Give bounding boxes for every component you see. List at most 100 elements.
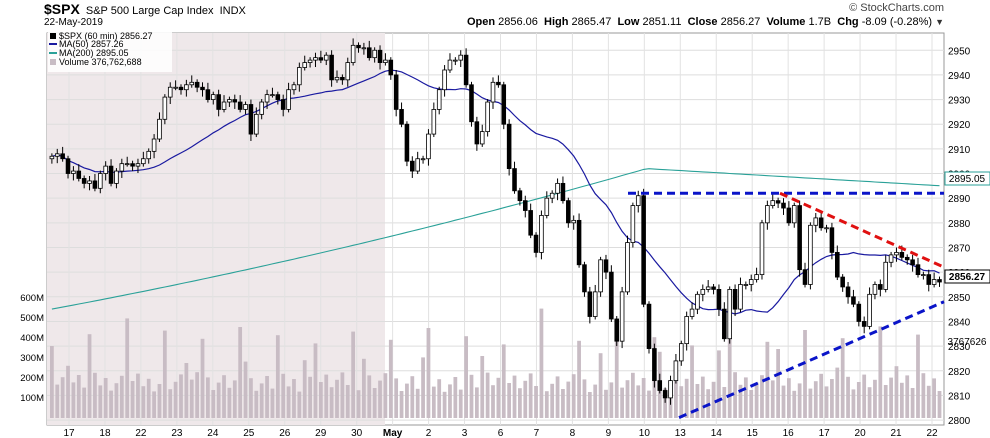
volume-bar bbox=[937, 391, 942, 418]
price-tick-label: 2930 bbox=[948, 96, 971, 107]
candle-body bbox=[722, 308, 727, 340]
candle-body bbox=[727, 289, 732, 340]
ma50-line bbox=[51, 69, 940, 315]
volume-bar bbox=[162, 330, 167, 418]
candlesticks bbox=[49, 38, 942, 405]
volume-bar bbox=[200, 338, 205, 418]
candle-body bbox=[221, 101, 227, 110]
volume-bar bbox=[66, 365, 70, 418]
volume-bar bbox=[216, 382, 221, 418]
candle-body bbox=[711, 286, 716, 290]
volume-bar bbox=[82, 387, 87, 418]
candle-body bbox=[501, 84, 507, 125]
candle-body bbox=[345, 62, 351, 81]
volume-bar bbox=[647, 390, 651, 418]
candle-body bbox=[291, 84, 297, 91]
candle-body bbox=[845, 286, 851, 298]
volume-bar bbox=[286, 386, 291, 418]
candle-body bbox=[210, 94, 216, 100]
candle-body bbox=[748, 279, 754, 285]
ma200-path bbox=[51, 168, 940, 310]
candle-body bbox=[453, 59, 458, 62]
volume-bar bbox=[722, 387, 727, 418]
triangle-down-icon[interactable]: ▼ bbox=[935, 17, 944, 27]
date-tick-label: 29 bbox=[315, 428, 327, 438]
volume-bar bbox=[453, 377, 458, 418]
candle-body bbox=[377, 49, 383, 63]
volume-bar bbox=[227, 387, 232, 418]
candle-body bbox=[582, 264, 587, 293]
candle-body bbox=[485, 101, 490, 133]
volume-bar bbox=[851, 389, 856, 418]
candle-body bbox=[431, 109, 437, 135]
legend-ma200: MA(200) 2895.05 bbox=[59, 48, 129, 58]
volume-bar bbox=[846, 376, 850, 418]
volume-bar bbox=[534, 386, 538, 418]
volume-bar bbox=[469, 374, 474, 418]
candle-body bbox=[684, 316, 689, 345]
volume-bar bbox=[674, 373, 678, 418]
candle-body bbox=[184, 84, 189, 91]
volume-bar bbox=[571, 374, 576, 418]
volume-tick-label: 100M bbox=[20, 393, 44, 404]
volume-bar bbox=[496, 377, 501, 418]
price-tick-label: 2810 bbox=[948, 391, 971, 402]
volume-bar bbox=[609, 382, 614, 418]
ohlc-bar: Open 2856.06 High 2865.47 Low 2851.11 Cl… bbox=[467, 16, 944, 28]
candle-body bbox=[555, 182, 560, 194]
exchange: INDX bbox=[219, 5, 246, 17]
date-tick-label: 7 bbox=[534, 428, 540, 438]
volume-bar bbox=[889, 377, 893, 418]
volume-tick-label: 300M bbox=[20, 353, 44, 364]
volume-bar bbox=[125, 318, 130, 418]
candle-body bbox=[878, 284, 883, 290]
candle-body bbox=[334, 76, 340, 81]
volume-bar bbox=[587, 392, 592, 418]
volume-bar bbox=[71, 382, 76, 418]
volume-bar bbox=[856, 382, 861, 418]
volume-bar bbox=[136, 373, 140, 418]
volume-bar bbox=[281, 373, 286, 418]
candle-body bbox=[307, 59, 313, 63]
volume-bar bbox=[119, 375, 124, 418]
candle-body bbox=[662, 390, 668, 399]
candle-body bbox=[512, 168, 517, 192]
volume-bar bbox=[329, 387, 334, 418]
candle-body bbox=[426, 133, 431, 160]
date-tick-label: 2 bbox=[426, 428, 432, 438]
date-axis: 17 18 22 23 24 25 26 29 30 May 2 3 6 7 8 9 10 13 14 15 16 17 2… bbox=[63, 428, 938, 438]
candle-body bbox=[275, 94, 281, 100]
candle-body bbox=[824, 227, 829, 230]
volume-bar bbox=[55, 384, 60, 418]
candle-body bbox=[899, 252, 905, 258]
legend-volume-swatch bbox=[50, 59, 56, 65]
volume-bar bbox=[593, 384, 598, 418]
volume-bar bbox=[625, 380, 630, 418]
volume-bar bbox=[189, 379, 194, 418]
candle-body bbox=[103, 165, 108, 174]
legend-price-swatch bbox=[50, 33, 56, 39]
volume-bar bbox=[926, 385, 931, 418]
candle-body bbox=[71, 170, 76, 174]
date-tick-label: 26 bbox=[279, 428, 291, 438]
weekend-shade bbox=[47, 33, 385, 425]
price-tick-label: 2840 bbox=[948, 317, 971, 328]
volume-bar bbox=[362, 358, 366, 418]
volume-bar bbox=[351, 331, 356, 418]
volume-bar bbox=[480, 356, 485, 418]
volume-bar bbox=[356, 390, 361, 418]
volume-bar bbox=[604, 389, 608, 418]
date-tick-label: 9 bbox=[606, 428, 612, 438]
volume-bar bbox=[641, 378, 646, 418]
candle-body bbox=[119, 163, 125, 172]
volume-bar bbox=[254, 390, 259, 418]
candle-body bbox=[619, 291, 625, 342]
volume-bar bbox=[840, 338, 845, 418]
candle-body bbox=[420, 158, 426, 161]
chg-label: Chg bbox=[837, 16, 859, 28]
candle-body bbox=[313, 57, 318, 61]
volume-bar bbox=[222, 375, 226, 418]
high-value: 2865.47 bbox=[571, 16, 612, 28]
volume-bar bbox=[916, 334, 920, 418]
candle-body bbox=[205, 89, 211, 100]
